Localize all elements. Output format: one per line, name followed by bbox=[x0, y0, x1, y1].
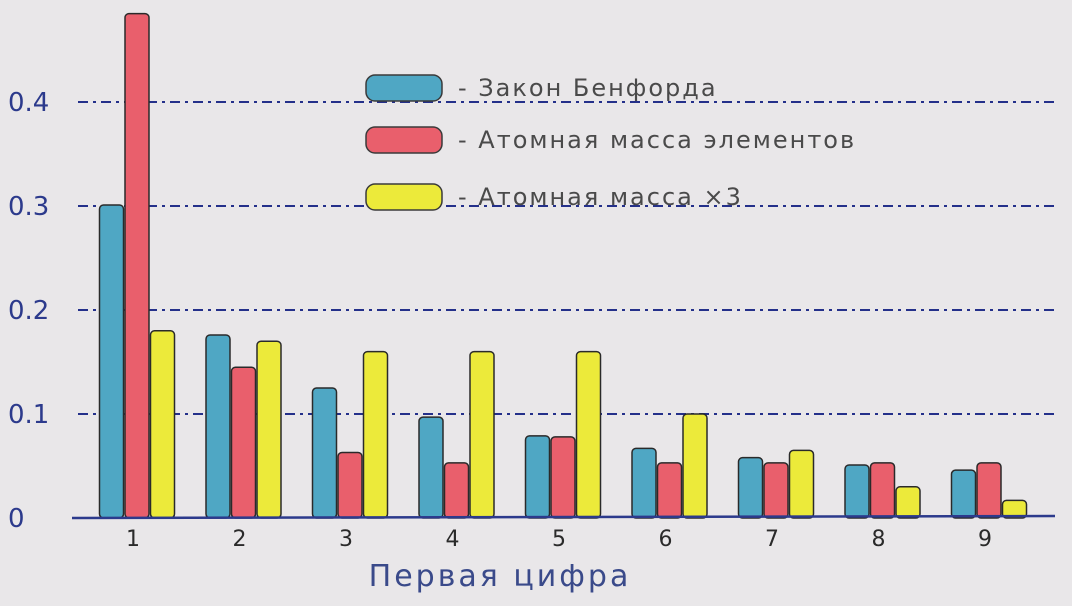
bar bbox=[788, 449, 815, 519]
bar bbox=[844, 464, 870, 519]
bar bbox=[575, 350, 602, 519]
bar bbox=[550, 436, 576, 519]
bar bbox=[895, 486, 921, 519]
y-tick-label: 0.3 bbox=[8, 192, 49, 222]
bar bbox=[763, 462, 789, 519]
x-tick-label: 6 bbox=[659, 527, 673, 552]
bar bbox=[98, 204, 125, 519]
x-axis-line bbox=[71, 514, 1056, 520]
bar bbox=[311, 387, 338, 519]
x-tick-label: 4 bbox=[446, 527, 460, 552]
bar bbox=[737, 456, 764, 519]
x-tick-label: 7 bbox=[765, 527, 779, 552]
x-axis-label: Первая цифра bbox=[369, 559, 632, 594]
x-tick-label: 5 bbox=[552, 527, 566, 552]
bar bbox=[443, 462, 470, 519]
bar bbox=[149, 330, 176, 519]
bar bbox=[362, 350, 389, 519]
bar bbox=[469, 350, 495, 519]
bars bbox=[98, 12, 1028, 519]
bar bbox=[337, 451, 363, 519]
x-tick-label: 3 bbox=[339, 527, 353, 552]
y-tick-label: 0.4 bbox=[8, 88, 49, 118]
bar bbox=[124, 12, 150, 519]
legend-swatch bbox=[365, 126, 443, 154]
bar bbox=[524, 435, 551, 519]
bar bbox=[631, 447, 657, 519]
legend-swatch bbox=[365, 183, 443, 211]
legend: - Закон Бенфорда - Атомная масса элементо… bbox=[365, 74, 856, 211]
grid-lines bbox=[78, 101, 1055, 415]
bar bbox=[418, 416, 444, 519]
bar bbox=[230, 366, 257, 519]
x-tick-label: 2 bbox=[233, 527, 247, 552]
legend-label: - Атомная масса ×3 bbox=[458, 183, 743, 211]
bar bbox=[205, 334, 231, 519]
y-tick-label: 0.1 bbox=[8, 400, 49, 430]
bar bbox=[256, 340, 282, 519]
y-tick-label: 0.2 bbox=[8, 296, 49, 326]
y-tick-label: 0 bbox=[8, 504, 25, 534]
legend-swatch bbox=[365, 74, 443, 102]
bar bbox=[682, 413, 708, 519]
bar bbox=[976, 462, 1002, 519]
legend-label: - Закон Бенфорда bbox=[458, 74, 718, 102]
x-tick-label: 1 bbox=[126, 527, 140, 552]
bar bbox=[950, 469, 977, 519]
bar bbox=[656, 462, 683, 519]
x-tick-label: 9 bbox=[978, 527, 992, 552]
x-tick-label: 8 bbox=[872, 527, 886, 552]
legend-label: - Атомная масса элементов bbox=[458, 126, 856, 154]
bar bbox=[869, 462, 896, 519]
x-axis-ticks: 1 2 3 4 5 6 7 8 9 bbox=[126, 527, 992, 552]
bar bbox=[1001, 499, 1028, 519]
y-axis-ticks: 0 0.1 0.2 0.3 0.4 bbox=[8, 88, 49, 534]
